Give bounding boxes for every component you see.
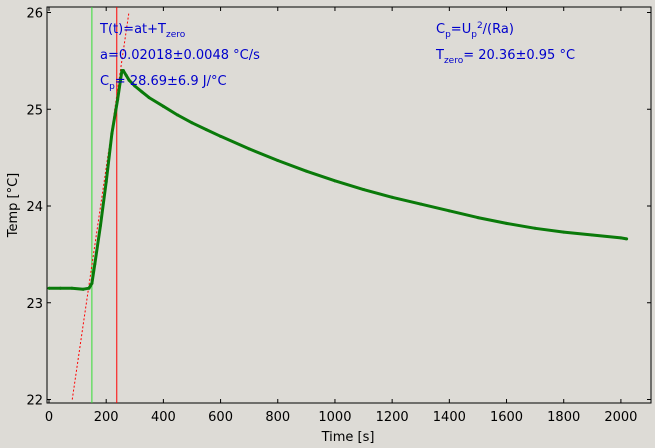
data-point [93,262,97,266]
data-point [625,237,629,241]
data-point [90,281,94,285]
plot-frame [46,6,652,404]
y-tick-label: 23 [26,297,43,312]
data-point [247,147,251,151]
x-tick-label: 1600 [490,410,523,425]
x-tick-label: 1400 [433,410,466,425]
data-point [161,104,165,108]
data-point [204,128,208,132]
vertical-markers [91,7,118,403]
data-point [476,216,480,220]
x-tick-label: 800 [265,410,290,425]
y-tick-label: 24 [26,200,43,215]
data-point [70,286,74,290]
data-point [619,236,623,240]
y-axis-label: Temp [°C] [6,173,21,239]
data-point [176,113,180,117]
data-point [190,121,194,125]
series-line-0 [49,69,627,291]
data-point [147,96,151,100]
data-point [140,90,144,94]
data-point [333,179,337,183]
data-point [104,180,108,184]
data-point [121,69,125,73]
x-tick-label: 400 [151,410,176,425]
y-ticks: 22 23 24 25 26 [26,7,651,409]
data-point [447,209,451,213]
annotation-cp-formula: Cp=Up2/(Ra) [436,21,514,40]
x-tick-label: 1000 [318,410,351,425]
data-point [505,221,509,225]
x-tick-label: 0 [45,410,53,425]
data-point [116,98,120,102]
data-point [304,169,308,173]
data-point [133,84,137,88]
data-point [590,233,594,237]
x-tick-label: 2000 [604,410,637,425]
series-group [47,69,629,291]
data-point [362,188,366,192]
y-tick-label: 25 [26,103,43,118]
data-point [219,134,223,138]
x-tick-label: 600 [208,410,233,425]
x-tick-label: 200 [94,410,119,425]
data-point [124,73,128,77]
x-tick-label: 1200 [376,410,409,425]
data-point [98,223,102,227]
data-point [127,78,131,82]
x-axis-label: Time [s] [321,430,375,445]
data-point [390,195,394,199]
data-point [81,287,85,291]
data-point [419,202,423,206]
data-point [47,286,51,290]
x-tick-label: 1800 [547,410,580,425]
y-tick-label: 22 [26,394,43,409]
data-point [118,78,122,82]
y-tick-label: 26 [26,7,43,22]
annotation-a-value: a=0.02018±0.0048 °C/s [100,48,260,63]
annotation-tzero-value: Tzero= 20.36±0.95 °C [435,48,575,66]
data-point [87,286,91,290]
x-ticks: 0 200 400 600 800 1000 1200 1400 1600 1800 2000 [45,7,637,425]
data-point [562,230,566,234]
data-point [110,131,114,135]
data-point [58,286,62,290]
data-point [276,159,280,163]
annotation-cp-value: Cp= 28.69±6.9 J/°C [100,74,227,92]
data-point [533,226,537,230]
annotation-formula: T(t)=at+Tzero [99,22,186,40]
